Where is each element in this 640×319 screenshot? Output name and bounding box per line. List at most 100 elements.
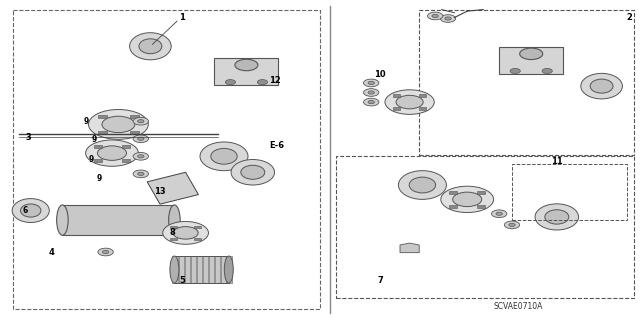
Text: 7: 7 [378, 276, 383, 285]
Circle shape [86, 140, 138, 166]
Text: 1: 1 [179, 13, 186, 22]
Ellipse shape [535, 204, 579, 230]
Circle shape [235, 59, 258, 71]
Text: 9: 9 [88, 155, 93, 164]
Circle shape [432, 14, 438, 18]
Circle shape [102, 250, 109, 254]
Circle shape [138, 155, 144, 158]
Circle shape [452, 192, 482, 207]
Circle shape [509, 223, 515, 226]
Circle shape [520, 48, 543, 60]
Ellipse shape [139, 39, 162, 54]
Circle shape [133, 152, 148, 160]
Text: 11: 11 [551, 157, 563, 166]
Circle shape [97, 146, 127, 160]
Circle shape [138, 172, 144, 175]
Text: 10: 10 [374, 70, 385, 78]
Ellipse shape [200, 142, 248, 171]
Bar [209, 256, 214, 283]
Text: 8: 8 [170, 228, 175, 237]
Text: 12: 12 [269, 76, 281, 85]
Bar [191, 256, 196, 283]
Bar [449, 205, 457, 208]
Circle shape [133, 117, 148, 125]
Text: 5: 5 [179, 276, 186, 285]
Ellipse shape [231, 160, 275, 185]
Circle shape [257, 80, 268, 85]
Bar [98, 131, 107, 134]
Circle shape [225, 80, 236, 85]
Bar [130, 115, 139, 118]
Text: 2: 2 [626, 13, 632, 22]
Bar [174, 256, 229, 283]
Bar [477, 205, 485, 208]
Bar [170, 226, 177, 228]
Bar [179, 256, 184, 283]
Bar [195, 238, 201, 240]
Bar [227, 256, 232, 283]
Ellipse shape [241, 165, 265, 179]
Bar [477, 191, 485, 194]
Circle shape [364, 79, 379, 87]
Ellipse shape [129, 33, 172, 60]
Bar [94, 145, 102, 148]
Bar [221, 256, 226, 283]
Bar [196, 256, 202, 283]
Bar [393, 94, 400, 97]
Circle shape [428, 12, 443, 20]
Circle shape [396, 95, 423, 109]
Bar [122, 145, 130, 148]
Circle shape [173, 226, 198, 239]
Ellipse shape [211, 148, 237, 164]
Text: 9: 9 [92, 135, 97, 144]
Circle shape [138, 137, 144, 140]
Circle shape [385, 90, 435, 114]
Bar [195, 226, 201, 228]
Bar [419, 107, 426, 110]
Bar [170, 238, 177, 240]
Circle shape [368, 100, 374, 104]
Bar [203, 256, 208, 283]
Circle shape [163, 221, 209, 244]
Ellipse shape [169, 205, 180, 235]
Ellipse shape [12, 198, 49, 223]
Circle shape [510, 68, 520, 73]
Text: SCVAE0710A: SCVAE0710A [493, 302, 543, 311]
Ellipse shape [545, 210, 569, 224]
Ellipse shape [57, 205, 68, 235]
Circle shape [542, 68, 552, 73]
Circle shape [133, 135, 148, 143]
Circle shape [138, 120, 144, 123]
Text: 13: 13 [154, 187, 166, 196]
Circle shape [364, 89, 379, 96]
Circle shape [364, 98, 379, 106]
Ellipse shape [224, 256, 233, 283]
Bar [419, 94, 426, 97]
Text: 9: 9 [97, 174, 102, 183]
Bar [393, 107, 400, 110]
Bar [130, 131, 139, 134]
Bar [184, 256, 189, 283]
Circle shape [440, 15, 456, 22]
Ellipse shape [398, 171, 447, 199]
Circle shape [368, 81, 374, 85]
Ellipse shape [20, 204, 41, 217]
Circle shape [98, 248, 113, 256]
Ellipse shape [590, 79, 613, 93]
Polygon shape [400, 243, 419, 253]
Bar [63, 205, 174, 235]
Bar [499, 47, 563, 74]
Text: 9: 9 [84, 117, 89, 126]
Bar [449, 191, 457, 194]
Circle shape [368, 91, 374, 94]
Circle shape [133, 170, 148, 178]
Ellipse shape [170, 256, 179, 283]
Polygon shape [147, 172, 198, 204]
Circle shape [88, 109, 148, 139]
Text: E-6: E-6 [269, 141, 284, 150]
Text: 4: 4 [48, 248, 54, 256]
Bar [98, 115, 107, 118]
Bar [215, 256, 220, 283]
Text: 3: 3 [26, 133, 31, 142]
Circle shape [492, 210, 507, 218]
